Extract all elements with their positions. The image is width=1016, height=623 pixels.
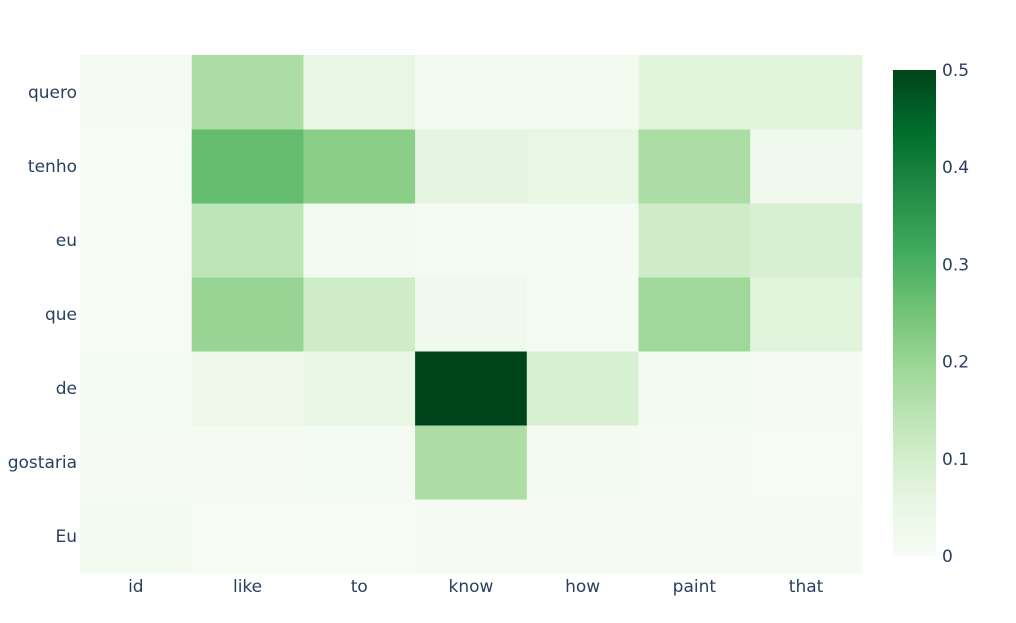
heatmap-cell [303,499,416,574]
heatmap-cell [415,203,528,278]
x-tick-label: know [448,577,493,597]
heatmap-cell [638,499,751,574]
heatmap-cell [750,425,863,500]
heatmap-cell [80,499,193,574]
y-tick-label: Eu [55,527,77,547]
colorbar-tick-label: 0.2 [942,353,969,373]
heatmap-cell [303,351,416,426]
x-tick-label: how [565,577,600,597]
heatmap-cell [638,203,751,278]
x-axis-tick-labels: id like to know how paint that [128,577,824,597]
heatmap-cell [526,129,639,204]
colorbar-tick-label: 0.3 [942,255,969,275]
heatmap-cell [191,499,304,574]
heatmap-cell [638,351,751,426]
y-tick-label: tenho [28,157,77,177]
x-tick-label: like [233,577,262,597]
y-tick-label: que [45,305,77,325]
heatmap-cell [191,129,304,204]
heatmap-cell [415,499,528,574]
heatmap-cell [750,55,863,130]
heatmap-cell [415,351,528,426]
y-tick-label: quero [28,83,77,103]
colorbar-tick-labels: 0 0.1 0.2 0.3 0.4 0.5 [942,61,969,567]
heatmap-cell [526,499,639,574]
heatmap-cell [191,277,304,352]
x-tick-label: paint [673,577,717,597]
heatmap-cell [415,129,528,204]
heatmap-cell [191,55,304,130]
heatmap-cell [80,203,193,278]
heatmap-cell [526,55,639,130]
heatmap-cells [80,55,863,574]
y-tick-label: eu [56,231,77,251]
y-tick-label: de [56,379,77,399]
heatmap-cell [415,55,528,130]
heatmap-cell [750,129,863,204]
heatmap-cell [80,129,193,204]
heatmap-cell [80,425,193,500]
heatmap-cell [415,277,528,352]
colorbar [893,70,936,556]
heatmap-cell [750,277,863,352]
y-axis-tick-labels: Eu gostaria de que eu tenho quero [8,83,77,547]
x-tick-label: to [351,577,368,597]
heatmap-cell [303,277,416,352]
colorbar-tick-label: 0.4 [942,158,969,178]
x-tick-label: id [128,577,144,597]
heatmap-cell [526,277,639,352]
heatmap-cell [638,55,751,130]
heatmap-cell [191,203,304,278]
heatmap-cell [80,277,193,352]
heatmap-cell [638,425,751,500]
heatmap-cell [415,425,528,500]
colorbar-tick-label: 0 [942,547,953,567]
heatmap-cell [750,499,863,574]
heatmap-cell [526,425,639,500]
heatmap-cell [191,425,304,500]
heatmap-cell [638,129,751,204]
heatmap-cell [80,351,193,426]
heatmap-cell [750,203,863,278]
heatmap-cell [303,203,416,278]
x-tick-label: that [789,577,824,597]
heatmap-cell [526,203,639,278]
colorbar-tick-label: 0.1 [942,450,969,470]
heatmap-cell [303,129,416,204]
heatmap-cell [638,277,751,352]
colorbar-tick-label: 0.5 [942,61,969,81]
heatmap-cell [303,425,416,500]
heatmap-cell [80,55,193,130]
heatmap-cell [303,55,416,130]
heatmap-cell [526,351,639,426]
heatmap-cell [750,351,863,426]
y-tick-label: gostaria [8,453,77,473]
heatmap-cell [191,351,304,426]
